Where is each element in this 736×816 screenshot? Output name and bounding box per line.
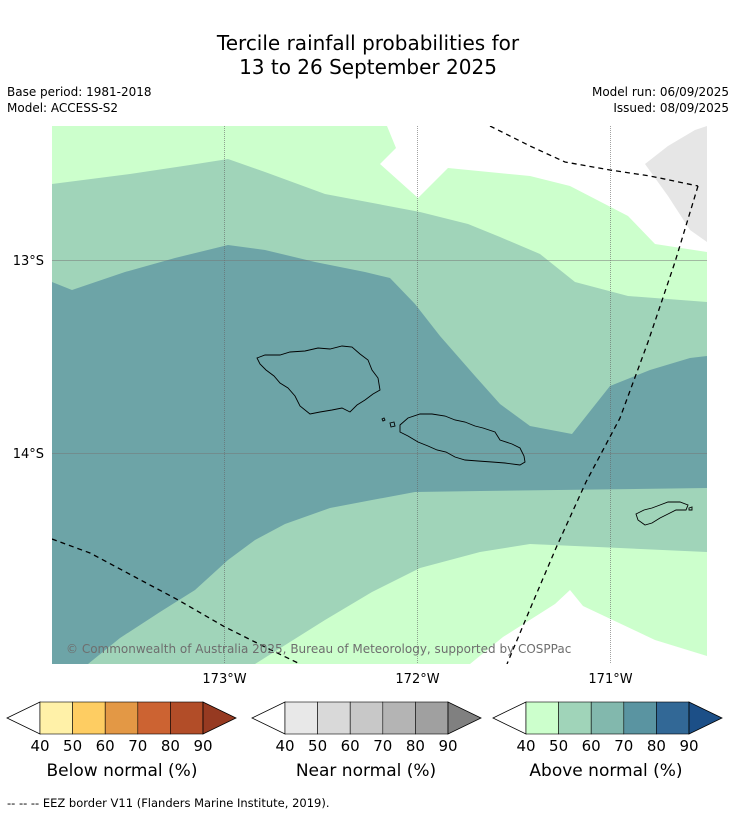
- colorbar-near-tick-70: 70: [373, 737, 392, 755]
- islands: [256, 345, 693, 526]
- island-manono: [389, 421, 396, 428]
- lon-label-171w: 171°W: [588, 672, 632, 687]
- colorbar-below-tick-70: 70: [128, 737, 147, 755]
- colorbar-near-low-arrow: [251, 701, 286, 735]
- colorbar-above-high-arrow: [688, 701, 723, 735]
- colorbar-above-tick-50: 50: [549, 737, 568, 755]
- colorbar-above-low-arrow: [492, 701, 527, 735]
- title-line-1: Tercile rainfall probabilities for: [216, 31, 520, 55]
- colorbar-below-bin-40-50: [39, 701, 73, 735]
- colorbar-below-tick-90: 90: [193, 737, 212, 755]
- colorbar-below-bin-50-60: [72, 701, 106, 735]
- colorbar-near-bin-60-70: [349, 701, 384, 735]
- colorbar-below-tick-60: 60: [96, 737, 115, 755]
- zone-above-60-70: [52, 245, 707, 664]
- colorbar-above-tick-40: 40: [516, 737, 535, 755]
- colorbar-above-tick-80: 80: [647, 737, 666, 755]
- island-apolima: [381, 417, 386, 422]
- colorbar-above-bin-40-50: [525, 701, 559, 735]
- eez-border: [52, 126, 699, 664]
- colorbar-above-tick-90: 90: [679, 737, 698, 755]
- axis-labels: 13°S 14°S 173°W 172°W 171°W: [13, 254, 633, 687]
- colorbar-below-bin-70-80: [137, 701, 171, 735]
- colorbar-above-bin-70-80: [623, 701, 657, 735]
- eez-border-segment-north: [489, 126, 699, 187]
- eez-footnote: -- -- -- EEZ border V11 (Flanders Marine…: [7, 796, 330, 810]
- model-run-date: Model run: 06/09/2025: [591, 85, 729, 99]
- colorbar-near: 40 50 60 70 80 90: [251, 701, 482, 755]
- colorbar-near-bin-70-80: [382, 701, 416, 735]
- colorbar-near-high-arrow: [447, 701, 482, 735]
- island-upolu: [399, 413, 526, 466]
- colorbar-above-bin-60-70: [590, 701, 625, 735]
- map-figure: © Commonwealth of Australia 2025, Bureau…: [6, 126, 723, 755]
- colorbar-below-low-arrow: [6, 701, 41, 735]
- lon-label-172w: 172°W: [395, 672, 439, 687]
- model-name: Model: ACCESS-S2: [7, 101, 119, 115]
- run-info-right: Model run: 06/09/2025 Issued: 08/09/2025: [592, 84, 729, 116]
- colorbar-near-tick-40: 40: [275, 737, 294, 755]
- colorbar-above-bin-80-90: [656, 701, 690, 735]
- colorbar-label-above: Above normal (%): [529, 761, 683, 781]
- colorbar-below-bin-80-90: [170, 701, 204, 735]
- colorbar-near-tick-80: 80: [406, 737, 425, 755]
- lat-label-14s: 14°S: [13, 447, 44, 462]
- colorbar-label-near: Near normal (%): [295, 761, 437, 781]
- colorbar-near-tick-50: 50: [308, 737, 327, 755]
- map-title: Tercile rainfall probabilities for 13 to…: [0, 31, 736, 79]
- graticule: [224, 126, 611, 664]
- colorbar-near-bin-50-60: [317, 701, 351, 735]
- eez-border-segment-east: [506, 185, 699, 664]
- colorbar-below-tick-80: 80: [161, 737, 180, 755]
- island-savaii: [256, 345, 381, 415]
- colorbar-above-bin-50-60: [558, 701, 592, 735]
- colorbar-below-high-arrow: [202, 701, 237, 735]
- colorbar-below-tick-50: 50: [63, 737, 82, 755]
- colorbar-label-below: Below normal (%): [46, 761, 198, 781]
- colorbar-near-bin-80-90: [415, 701, 449, 735]
- eez-border-segment-southwest: [52, 538, 301, 664]
- colorbar-above: 40 50 60 70 80 90: [492, 701, 723, 755]
- title-line-2: 13 to 26 September 2025: [239, 55, 497, 79]
- colorbar-below-tick-40: 40: [30, 737, 49, 755]
- base-period: Base period: 1981-2018: [7, 85, 152, 99]
- colorbar-near-tick-60: 60: [341, 737, 360, 755]
- colorbar-above-tick-60: 60: [582, 737, 601, 755]
- colorbar-near-tick-90: 90: [438, 737, 457, 755]
- probability-field: © Commonwealth of Australia 2025, Bureau…: [52, 126, 707, 664]
- island-tutuila: [635, 501, 689, 526]
- lat-label-13s: 13°S: [13, 254, 44, 269]
- copyright-notice: © Commonwealth of Australia 2025, Bureau…: [66, 642, 571, 656]
- run-info-left: Base period: 1981-2018 Model: ACCESS-S2: [7, 84, 152, 116]
- colorbar-legend: 40 50 60 70 80 90 40 50 60 70 80 90 40 50 60 70 80 90: [6, 701, 723, 755]
- island-aunuu: [688, 506, 693, 511]
- zone-no-data: [645, 126, 707, 242]
- colorbar-below: 40 50 60 70 80 90: [6, 701, 237, 755]
- colorbar-below-bin-60-70: [104, 701, 139, 735]
- colorbar-above-tick-70: 70: [614, 737, 633, 755]
- colorbar-near-bin-40-50: [284, 701, 318, 735]
- lon-label-173w: 173°W: [202, 672, 246, 687]
- issued-date: Issued: 08/09/2025: [613, 101, 729, 115]
